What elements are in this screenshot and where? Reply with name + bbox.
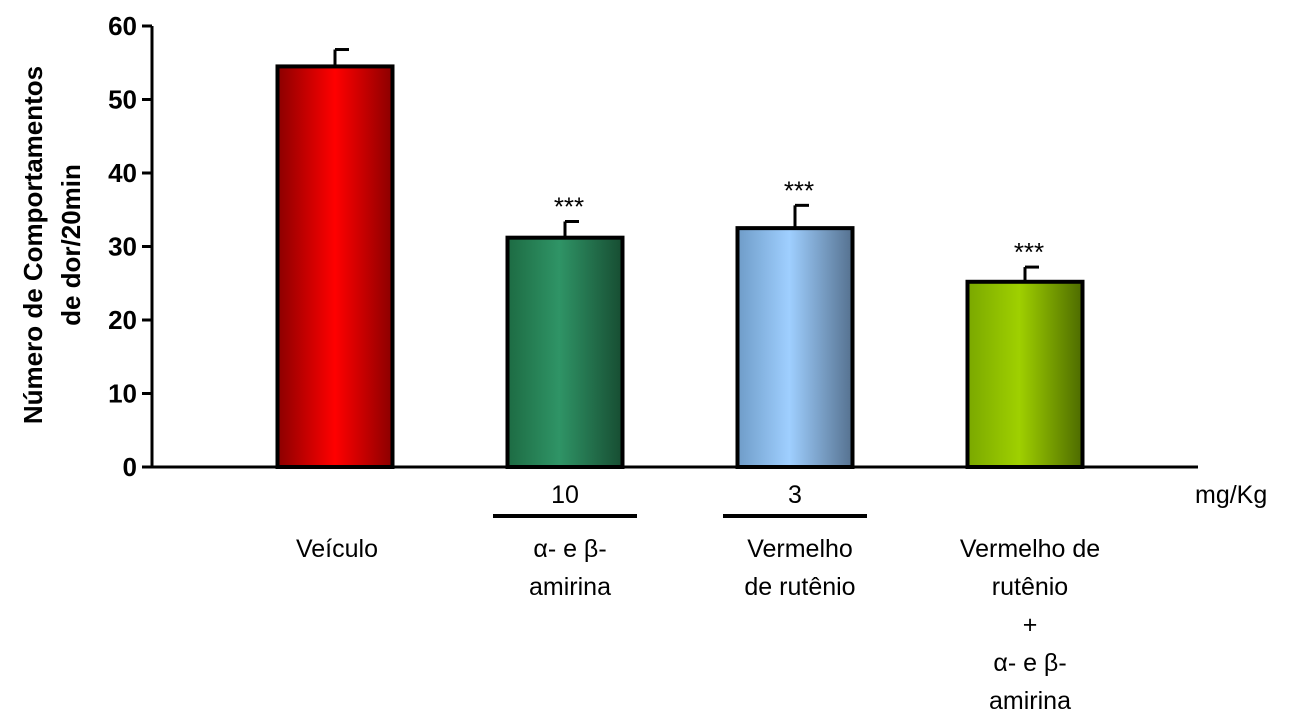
y-tick-label: 50 xyxy=(108,85,137,115)
category-label: α- e β- xyxy=(533,535,606,563)
category-label: rutênio xyxy=(992,573,1068,601)
dose-label: 3 xyxy=(788,481,802,509)
y-axis-title: Número de Comportamentos de dor/20min xyxy=(18,66,86,424)
y-tick-label: 0 xyxy=(123,452,137,482)
category-label: Vermelho xyxy=(747,535,853,563)
y-tick-label: 10 xyxy=(108,379,137,409)
y-axis-title-line-1: Número de Comportamentos xyxy=(18,66,48,424)
category-label: + xyxy=(1023,611,1038,639)
bar xyxy=(965,279,1085,469)
significance-label: *** xyxy=(1014,237,1044,267)
category-label: amirina xyxy=(989,687,1071,713)
dose-label: 10 xyxy=(551,481,579,509)
bar xyxy=(275,64,395,470)
y-axis-title-line-2: de dor/20min xyxy=(56,164,86,326)
category-label: α- e β- xyxy=(993,649,1066,677)
category-labels: Veículo 10 α- e β-amirina 3 Vermelho de rutên… xyxy=(296,481,1100,713)
category-label: Vermelho de xyxy=(960,535,1100,563)
category-label: de rutênio xyxy=(744,573,855,601)
category-label: Veículo xyxy=(296,535,378,563)
y-tick-label: 60 xyxy=(108,11,137,41)
significance-label: *** xyxy=(784,175,814,205)
category-label: amirina xyxy=(529,573,611,601)
significance-label: *** xyxy=(554,192,584,222)
y-tick-label: 40 xyxy=(108,158,137,188)
y-tick-label: 20 xyxy=(108,305,137,335)
unit-label: mg/Kg xyxy=(1195,481,1267,509)
bar xyxy=(505,235,625,469)
bars: *** *** *** xyxy=(275,48,1085,470)
bar xyxy=(735,226,855,469)
y-tick-label: 30 xyxy=(108,232,137,262)
